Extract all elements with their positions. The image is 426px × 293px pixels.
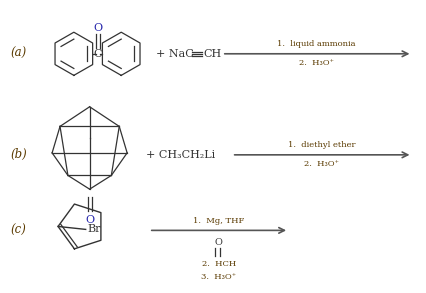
Text: 2.  HCH: 2. HCH (201, 260, 236, 268)
Text: 1.  Mg, THF: 1. Mg, THF (193, 217, 244, 224)
Text: (c): (c) (11, 224, 26, 237)
Text: O: O (85, 214, 94, 225)
Text: (b): (b) (11, 148, 27, 161)
Text: 1.  liquid ammonia: 1. liquid ammonia (277, 40, 355, 48)
Text: (a): (a) (11, 47, 27, 60)
Text: + CH₃CH₂Li: + CH₃CH₂Li (146, 150, 215, 160)
Text: 2.  H₃O⁺: 2. H₃O⁺ (299, 59, 334, 67)
Text: CH: CH (203, 49, 221, 59)
Text: 3.  H₃O⁺: 3. H₃O⁺ (201, 273, 236, 282)
Text: C: C (93, 49, 101, 59)
Text: O: O (214, 238, 222, 247)
Text: 1.  diethyl ether: 1. diethyl ether (287, 141, 354, 149)
Text: + NaC: + NaC (155, 49, 193, 59)
Text: Br: Br (87, 224, 101, 234)
Text: 2.  H₃O⁺: 2. H₃O⁺ (303, 160, 338, 168)
Text: O: O (93, 23, 102, 33)
